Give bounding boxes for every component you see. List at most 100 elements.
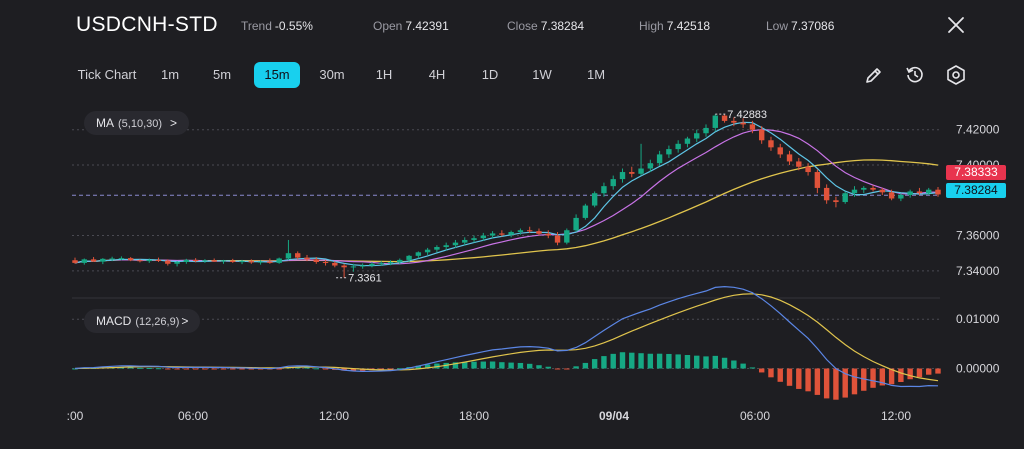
candle-body: [656, 154, 663, 164]
macd-histogram-bar: [220, 368, 227, 370]
candle-body: [276, 258, 282, 263]
candle-body: [332, 262, 338, 266]
tab-1mo[interactable]: 1M: [586, 67, 606, 82]
candle-body: [183, 259, 190, 263]
macd-histogram-bar: [619, 352, 626, 369]
macd-histogram-bar: [480, 361, 487, 369]
close-label: Close: [507, 19, 538, 33]
macd-histogram-bar: [350, 368, 357, 371]
candle-body: [675, 143, 681, 150]
candle-body: [350, 266, 357, 268]
macd-histogram-bar: [424, 364, 431, 369]
macd-histogram-bar: [786, 368, 793, 386]
candle-body: [127, 258, 134, 261]
candle-body: [359, 265, 366, 267]
macd-histogram-bar: [601, 356, 607, 369]
ma-indicator-pill[interactable]: MA (5,10,30) >: [84, 111, 190, 135]
macd-histogram-bar: [183, 368, 190, 370]
candle-body: [137, 260, 143, 262]
tab-30m[interactable]: 30m: [319, 67, 345, 82]
macd-histogram-bar: [870, 368, 876, 388]
macd-histogram-bar: [740, 363, 746, 369]
x-tick-label: 09/04: [599, 409, 629, 423]
macd-histogram-bar: [248, 368, 255, 370]
macd-histogram-bar: [656, 353, 663, 369]
macd-name: MACD: [96, 314, 132, 328]
candle-body: [898, 194, 904, 199]
pencil-icon[interactable]: [863, 64, 885, 86]
macd-histogram-bar: [758, 368, 765, 373]
candle-body: [545, 233, 551, 236]
macd-histogram-bar: [127, 367, 134, 369]
macd-histogram-bar: [239, 368, 245, 370]
candle-body: [879, 189, 886, 193]
macd-histogram-bar: [638, 353, 644, 369]
macd-histogram-bar: [935, 368, 941, 374]
candle-body: [155, 259, 162, 261]
tab-15m[interactable]: 15m: [254, 62, 300, 88]
candle-body: [833, 200, 839, 203]
candle-body: [564, 230, 570, 243]
tab-4h[interactable]: 4H: [428, 67, 446, 82]
macd-histogram-bar: [322, 368, 329, 370]
macd-histogram-bar: [796, 368, 802, 389]
macd-histogram-bar: [471, 361, 477, 369]
candle-body: [601, 186, 607, 194]
candle-body: [758, 129, 765, 141]
y-tick-label: 7.36000: [956, 229, 1000, 243]
macd-histogram-bar: [842, 368, 848, 398]
tab-5m[interactable]: 5m: [212, 67, 232, 82]
candle-body: [313, 259, 319, 263]
macd-histogram-bar: [499, 362, 505, 369]
candle-body: [146, 259, 152, 262]
high-label: High: [639, 19, 664, 33]
close-icon[interactable]: [944, 13, 968, 37]
clock-rewind-icon[interactable]: [904, 64, 926, 86]
macd-histogram-bar: [536, 365, 542, 369]
macd-histogram-bar: [554, 368, 561, 370]
chevron-right-icon: >: [170, 116, 178, 130]
candle-body: [610, 179, 616, 187]
trend-value: -0.55%: [274, 19, 313, 33]
moving-average-lines: [74, 121, 939, 267]
candle-body: [842, 193, 848, 203]
high-stat: High 7.42518: [639, 19, 710, 33]
macd-params: (12,26,9): [135, 316, 180, 328]
candle-body: [165, 260, 171, 264]
candle-body: [322, 262, 329, 264]
settings-hex-icon[interactable]: [945, 64, 967, 86]
macd-histogram-bar: [675, 354, 681, 369]
candle-body: [369, 263, 375, 266]
macd-histogram-bar: [462, 361, 468, 369]
candle-body: [796, 161, 802, 167]
macd-histogram-bar: [526, 363, 533, 369]
candle-body: [397, 259, 403, 263]
candle-body: [192, 259, 199, 262]
macd-histogram-bar: [898, 368, 904, 382]
x-tick-label: 18:00: [459, 409, 489, 423]
macd-histogram-bar: [545, 366, 551, 369]
candle-body: [823, 187, 830, 201]
symbol-title: USDCNH-STD: [76, 13, 218, 36]
candle-body: [907, 191, 913, 195]
candle-body: [499, 233, 505, 235]
macd-indicator-pill[interactable]: MACD (12,26,9) >: [84, 309, 201, 333]
candle-body: [462, 239, 468, 243]
candle-body: [387, 262, 394, 264]
macd-histogram-bar: [174, 368, 180, 370]
x-tick-label: 06:00: [178, 409, 208, 423]
tab-tick-chart[interactable]: Tick Chart: [77, 67, 137, 82]
candle-body: [935, 189, 941, 195]
candle-body: [731, 120, 737, 123]
tab-1w[interactable]: 1W: [532, 67, 552, 82]
tab-1h[interactable]: 1H: [375, 67, 393, 82]
y-tick-label: 7.42000: [956, 123, 1000, 137]
tab-1m[interactable]: 1m: [160, 67, 180, 82]
macd-histogram-bar: [703, 356, 709, 369]
candle-body: [582, 205, 589, 218]
candle-body: [647, 163, 654, 169]
candle-body: [489, 233, 496, 236]
tab-1d[interactable]: 1D: [481, 67, 499, 82]
grid-lines: [72, 129, 940, 370]
